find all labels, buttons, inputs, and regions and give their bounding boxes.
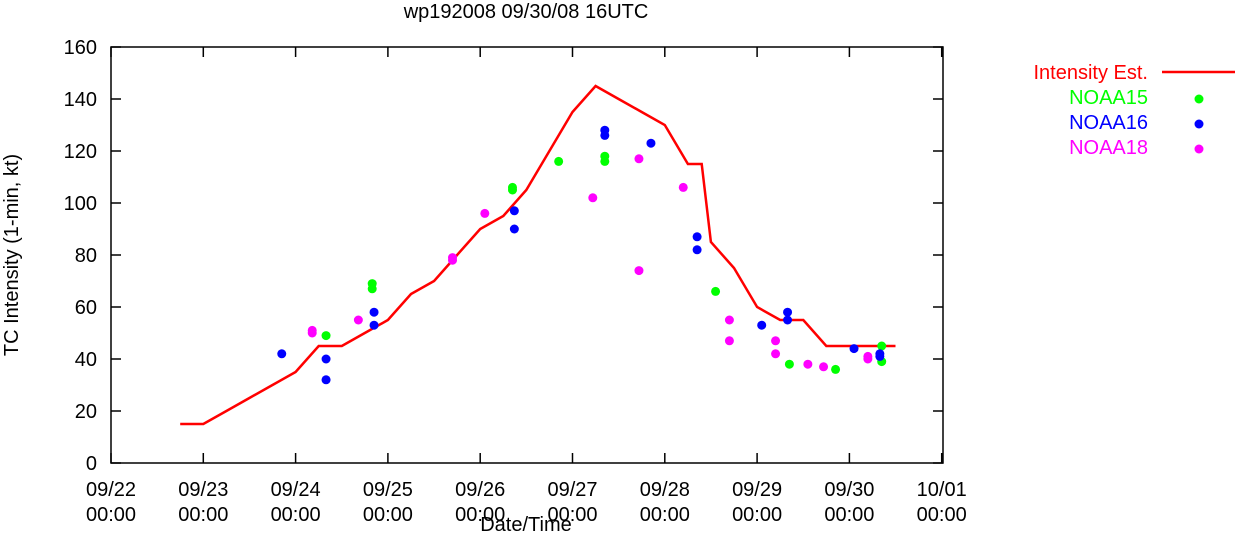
series-line-intensity-est — [180, 84, 896, 426]
data-point-noaa16 — [875, 349, 885, 359]
data-point-noaa15 — [877, 341, 887, 351]
data-point-noaa16 — [849, 344, 859, 354]
x-tick-date: 09/30 — [824, 479, 874, 501]
x-tick-time: 00:00 — [732, 504, 782, 526]
x-tick-time: 00:00 — [547, 504, 597, 526]
data-point-noaa16 — [321, 375, 331, 385]
legend-label-noaa18: NOAA18 — [1069, 137, 1148, 159]
data-point-noaa15 — [600, 151, 610, 161]
x-tick-date: 10/01 — [917, 479, 967, 501]
data-point-noaa16 — [369, 320, 379, 330]
data-point-noaa15 — [784, 359, 794, 369]
x-tick-date: 09/29 — [732, 479, 782, 501]
data-point-noaa16 — [321, 354, 331, 364]
plot-frame — [110, 46, 944, 464]
x-tick-date: 09/26 — [455, 479, 505, 501]
data-point-noaa15 — [321, 331, 331, 341]
data-point-noaa16 — [783, 307, 793, 317]
legend: Intensity Est. NOAA15 NOAA16 NOAA18 — [1034, 62, 1235, 159]
data-point-noaa18 — [353, 315, 363, 325]
data-point-noaa18 — [588, 193, 598, 203]
x-tick-time: 00:00 — [363, 504, 413, 526]
data-point-noaa18 — [771, 336, 781, 346]
data-point-noaa18 — [819, 362, 829, 372]
data-point-noaa18 — [448, 253, 458, 263]
data-point-noaa15 — [554, 156, 564, 166]
x-tick-date: 09/22 — [86, 479, 136, 501]
data-point-noaa16 — [509, 206, 519, 216]
data-point-noaa18 — [480, 208, 490, 218]
y-tick-label: 40 — [75, 349, 97, 371]
legend-swatch-dot — [1194, 119, 1204, 129]
data-point-noaa18 — [803, 359, 813, 369]
x-tick-date: 09/24 — [271, 479, 321, 501]
y-tick-label: 120 — [64, 141, 97, 163]
y-tick-label: 100 — [64, 193, 97, 215]
legend-label-noaa16: NOAA16 — [1069, 112, 1148, 134]
data-point-noaa16 — [509, 224, 519, 234]
data-point-noaa18 — [307, 325, 317, 335]
x-tick-time: 00:00 — [640, 504, 690, 526]
data-point-noaa16 — [369, 307, 379, 317]
data-point-noaa15 — [367, 279, 377, 289]
data-point-noaa16 — [277, 349, 287, 359]
data-point-noaa18 — [771, 349, 781, 359]
legend-swatch-dot — [1194, 144, 1204, 154]
x-tick-time: 00:00 — [86, 504, 136, 526]
y-tick-label: 20 — [75, 401, 97, 423]
chart-title: wp192008 09/30/08 16UTC — [403, 1, 649, 23]
data-point-noaa15 — [831, 364, 841, 374]
x-axis-label: Date/Time — [480, 514, 572, 533]
data-point-noaa18 — [724, 315, 734, 325]
data-point-noaa15 — [711, 286, 721, 296]
y-axis-label: TC Intensity (1-min, kt) — [1, 154, 23, 356]
data-point-noaa16 — [692, 245, 702, 255]
x-tick-date: 09/25 — [363, 479, 413, 501]
x-tick-time: 00:00 — [917, 504, 967, 526]
data-point-noaa18 — [678, 182, 688, 192]
legend-swatch-dot — [1194, 94, 1204, 104]
legend-label-intensity-est-: Intensity Est. — [1034, 62, 1149, 84]
y-tick-label: 160 — [64, 37, 97, 59]
y-tick-label: 60 — [75, 297, 97, 319]
x-tick-date: 09/23 — [178, 479, 228, 501]
x-tick-date: 09/27 — [547, 479, 597, 501]
data-point-noaa16 — [600, 125, 610, 135]
data-point-noaa16 — [757, 320, 767, 330]
data-point-noaa18 — [724, 336, 734, 346]
data-point-noaa18 — [863, 351, 873, 361]
data-point-noaa18 — [634, 154, 644, 164]
legend-label-noaa15: NOAA15 — [1069, 87, 1148, 109]
data-point-noaa18 — [634, 266, 644, 276]
x-tick-time: 00:00 — [824, 504, 874, 526]
data-point-noaa16 — [692, 232, 702, 242]
y-tick-label: 0 — [86, 453, 97, 475]
data-point-noaa16 — [646, 138, 656, 148]
x-tick-time: 00:00 — [271, 504, 321, 526]
data-point-noaa15 — [508, 182, 518, 192]
x-tick-time: 00:00 — [178, 504, 228, 526]
plot-area: 0 20 40 60 80 100 120 140 160 09/22 00:00 09/23 00:0… — [64, 37, 967, 526]
data-point-noaa16 — [783, 315, 793, 325]
y-tick-label: 140 — [64, 89, 97, 111]
y-tick-label: 80 — [75, 245, 97, 267]
x-tick-date: 09/28 — [640, 479, 690, 501]
x-tick-time: 00:00 — [455, 504, 505, 526]
